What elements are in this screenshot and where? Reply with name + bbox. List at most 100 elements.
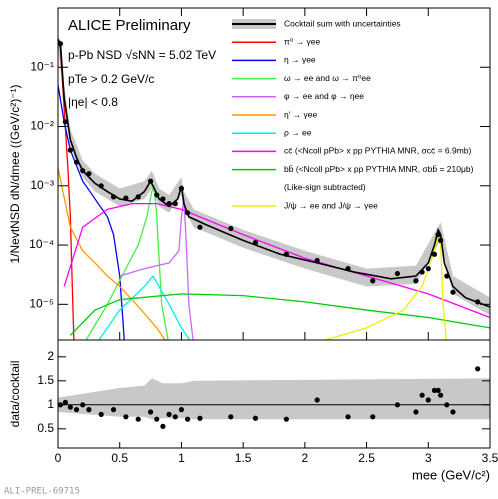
x-tick-label: 3.5	[482, 451, 498, 465]
data-point	[283, 416, 289, 422]
curve	[322, 234, 447, 340]
y-tick-label: 10⁻⁵	[29, 296, 54, 310]
data-point	[345, 414, 351, 420]
uncertainty-band	[58, 378, 490, 420]
data-point	[450, 289, 456, 295]
data-point	[419, 269, 425, 275]
data-point	[345, 266, 351, 272]
data-point	[252, 240, 259, 246]
y-tick-label: 10⁻⁴	[29, 237, 54, 251]
legend-label: π⁰ → γee	[284, 36, 320, 46]
curve	[63, 202, 490, 319]
legend-label: bb̄ (<Ncoll pPb> x pp PYTHIA MNR, σbb̄ =…	[284, 164, 474, 174]
footer: ALI-PREL-69715	[4, 487, 80, 497]
data-point	[252, 415, 259, 421]
curve	[58, 38, 490, 308]
data-point	[110, 407, 117, 413]
data-point	[58, 41, 64, 47]
data-point	[185, 210, 191, 216]
curve	[69, 293, 490, 336]
frame	[57, 339, 491, 449]
data-point	[314, 397, 320, 403]
data-point	[394, 270, 401, 277]
y-axis-label: data/cocktail	[8, 361, 22, 428]
y-tick-label: 2	[47, 349, 54, 363]
data-point	[160, 423, 166, 429]
data-point	[160, 196, 166, 202]
data-point	[123, 414, 129, 420]
legend-label: Cocktail sum with uncertainties	[284, 18, 401, 28]
legend-note: (Like-sign subtracted)	[284, 182, 366, 192]
legend-label: ω → ee and ω → π⁰ee	[284, 73, 371, 83]
data-point	[431, 387, 438, 393]
data-point	[67, 404, 73, 410]
data-point	[62, 119, 69, 125]
data-point	[123, 195, 129, 201]
x-tick-label: 1	[178, 451, 185, 465]
legend-label: ρ → ee	[284, 127, 312, 137]
legend-label: η → γee	[284, 55, 316, 65]
curve	[98, 274, 191, 340]
plot-area	[58, 366, 490, 429]
data-point	[413, 409, 419, 415]
data-point	[444, 273, 450, 279]
data-point	[228, 414, 234, 420]
data-point	[419, 392, 425, 398]
curve	[58, 167, 166, 340]
data-point	[197, 224, 203, 230]
data-point	[370, 414, 376, 420]
y-tick-label: 1	[47, 397, 54, 411]
y-tick-label: 10⁻³	[30, 178, 54, 192]
data-point	[435, 232, 441, 238]
data-point	[475, 299, 481, 305]
x-tick-label: 0	[55, 451, 62, 465]
data-point	[185, 416, 191, 422]
data-point	[135, 194, 141, 200]
data-point	[154, 416, 160, 422]
curve	[58, 84, 125, 340]
x-axis-label: mee (GeV/c²)	[412, 467, 490, 482]
data-point	[438, 392, 444, 398]
data-point	[178, 407, 185, 413]
data-point	[80, 168, 86, 174]
curve	[119, 198, 194, 340]
data-point	[98, 183, 104, 189]
data-point	[172, 414, 178, 420]
data-point	[135, 416, 141, 422]
data-point	[431, 251, 438, 257]
data-point	[425, 266, 431, 272]
y-tick-label: 0.5	[37, 421, 54, 435]
data-point	[413, 278, 419, 284]
data-point	[172, 201, 178, 207]
data-point	[154, 192, 160, 198]
data-point	[147, 409, 154, 415]
y-tick-label: 10⁻²	[30, 119, 54, 133]
data-point	[450, 409, 456, 415]
data-point	[98, 411, 104, 417]
x-tick-label: 0.5	[111, 451, 128, 465]
data-point	[178, 185, 185, 192]
x-tick-label: 2	[302, 451, 309, 465]
system-label: p-Pb NSD √sNN = 5.02 TeV	[68, 48, 216, 62]
data-point	[166, 201, 172, 207]
data-point	[86, 171, 92, 177]
legend-label: φ → ee and φ → ηee	[284, 91, 364, 101]
data-point	[394, 402, 401, 408]
x-tick-label: 3	[425, 451, 432, 465]
data-point	[80, 402, 86, 408]
data-point	[435, 387, 441, 393]
y-axis-label: 1/NevtNSD dN/dmee ((GeV/c²)⁻¹)	[8, 84, 22, 263]
plot-area	[58, 31, 490, 340]
y-tick-label: 10⁻¹	[30, 59, 54, 73]
data-point	[110, 194, 117, 200]
data-point	[444, 402, 450, 408]
cut-label: pTe > 0.2 GeV/c	[68, 72, 154, 86]
data-point	[86, 407, 92, 413]
data-point	[67, 147, 73, 153]
data-point	[314, 257, 320, 264]
y-tick-label: 1.5	[37, 373, 54, 387]
legend-label: cc̄ (<Ncoll pPb> x pp PYTHIA MNR, σcc̄ =…	[284, 146, 472, 156]
legend-label: J/ψ → ee and J/ψ → γee	[284, 200, 378, 210]
legend-label: η′ → γee	[284, 109, 318, 119]
